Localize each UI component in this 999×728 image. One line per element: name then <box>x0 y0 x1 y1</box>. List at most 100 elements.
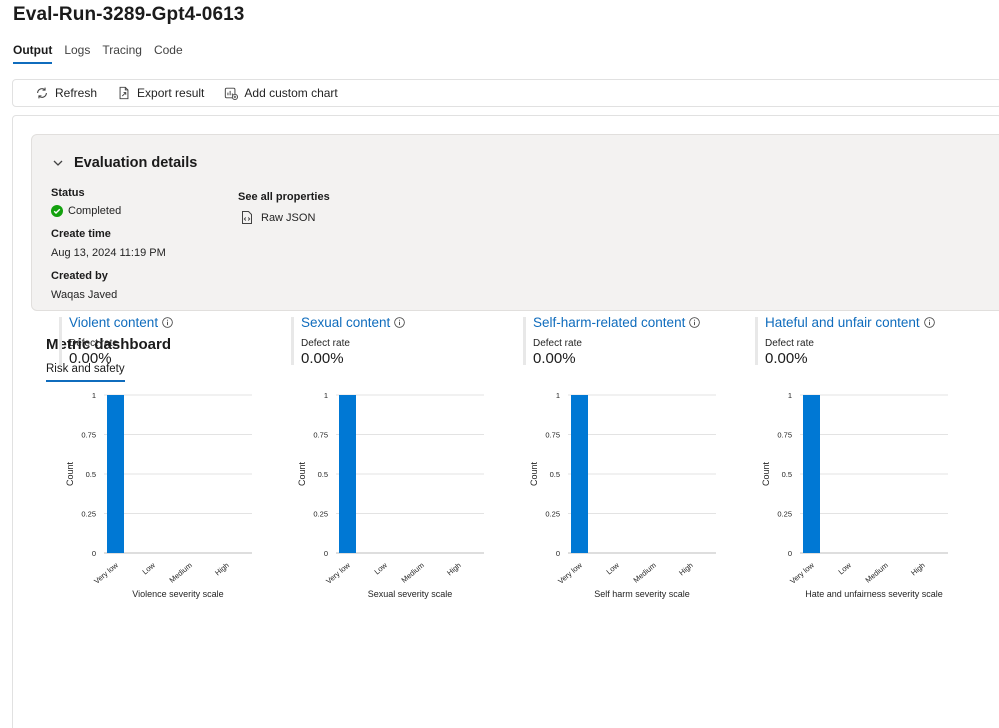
export-result-label: Export result <box>137 86 205 100</box>
y-axis-label: Count <box>65 462 75 487</box>
y-tick-label: 0.5 <box>86 470 96 479</box>
y-tick-label: 0 <box>788 549 792 558</box>
refresh-label: Refresh <box>55 86 98 100</box>
defect-rate-label: Defect rate <box>69 338 118 349</box>
y-tick-label: 1 <box>324 391 328 400</box>
x-tick-label: High <box>213 561 231 578</box>
metric-card: Sexual content Defect rate 0.00% 0 0.25 0.5 0.… <box>291 315 511 599</box>
status-text: Completed <box>68 205 122 217</box>
y-tick-label: 0.25 <box>777 510 792 519</box>
x-tick-label: Medium <box>632 561 658 585</box>
y-axis-label: Count <box>761 462 771 487</box>
add-custom-chart-button[interactable]: Add custom chart <box>224 86 338 100</box>
page-title: Eval-Run-3289-Gpt4-0613 <box>13 4 245 25</box>
y-tick-label: 0.5 <box>318 470 328 479</box>
created-by-value: Waqas Javed <box>51 289 118 301</box>
x-axis-label: Hate and unfairness severity scale <box>805 589 943 599</box>
metric-card: Self-harm-related content Defect rate 0.00… <box>523 315 743 599</box>
status-value: Completed <box>51 205 121 217</box>
card-title[interactable]: Sexual content <box>301 315 406 330</box>
raw-json-link[interactable]: Raw JSON <box>241 211 315 224</box>
create-time-value: Aug 13, 2024 11:19 PM <box>51 247 166 259</box>
tab-logs[interactable]: Logs <box>64 43 91 57</box>
x-tick-label: Very low <box>556 560 584 585</box>
defect-rate-value: 0.00% <box>69 350 112 367</box>
defect-rate-value: 0.00% <box>765 350 808 367</box>
x-tick-label: Very low <box>788 560 816 585</box>
bar-chart: 0 0.25 0.5 0.75 1 Count Very low Low Medium High V… <box>65 391 252 599</box>
defect-rate-label: Defect rate <box>765 338 814 349</box>
info-icon[interactable] <box>394 317 406 328</box>
card-title[interactable]: Self-harm-related content <box>533 315 701 330</box>
card-accent <box>523 317 526 365</box>
y-axis-label: Count <box>529 462 539 487</box>
card-accent <box>755 317 758 365</box>
card-title-text: Sexual content <box>301 315 391 330</box>
bar-chart: 0 0.25 0.5 0.75 1 Count Very low Low Medium High S… <box>297 391 484 599</box>
y-tick-label: 0.25 <box>81 510 96 519</box>
y-tick-label: 0.25 <box>545 510 560 519</box>
info-icon[interactable] <box>689 317 701 328</box>
tab-code[interactable]: Code <box>153 43 183 57</box>
card-title-text: Violent content <box>69 315 159 330</box>
x-tick-label: Medium <box>864 561 890 585</box>
x-tick-label: Medium <box>400 561 426 585</box>
defect-rate-value: 0.00% <box>533 350 576 367</box>
tab-output[interactable]: Output <box>13 43 53 64</box>
card-title-text: Self-harm-related content <box>533 315 686 330</box>
bar <box>571 395 588 553</box>
info-icon[interactable] <box>162 317 173 328</box>
tab-risk-and-safety[interactable]: Risk and safety <box>46 363 125 382</box>
x-tick-label: Low <box>604 560 621 576</box>
x-tick-label: Low <box>836 560 853 576</box>
x-tick-label: High <box>677 561 695 578</box>
info-icon[interactable] <box>923 317 935 328</box>
bar <box>107 395 124 553</box>
card-accent <box>291 317 294 365</box>
metric-dashboard-title: Metric dashboard <box>46 336 172 353</box>
export-result-button[interactable]: Export result <box>117 86 204 100</box>
created-by-label: Created by <box>51 270 108 282</box>
x-tick-label: High <box>445 561 463 578</box>
x-tick-label: Very low <box>324 560 352 585</box>
add-custom-chart-label: Add custom chart <box>244 86 338 100</box>
raw-json-label: Raw JSON <box>261 211 316 224</box>
see-all-properties-label: See all properties <box>238 191 330 203</box>
tab-bar: Output Logs Tracing Code <box>13 43 183 64</box>
status-label: Status <box>51 187 85 199</box>
defect-rate-label: Defect rate <box>301 338 350 349</box>
defect-rate-value: 0.00% <box>301 350 344 367</box>
bar-chart: 0 0.25 0.5 0.75 1 Count Very low Low Medium High S… <box>529 391 716 599</box>
evaluation-details-panel: Evaluation details Status Completed Crea… <box>31 134 999 311</box>
y-tick-label: 0.75 <box>81 431 96 440</box>
chart-add-icon <box>225 87 239 100</box>
defect-rate-label: Defect rate <box>533 338 582 349</box>
x-tick-label: High <box>909 561 927 578</box>
y-tick-label: 0.5 <box>550 470 560 479</box>
bar-chart: 0 0.25 0.5 0.75 1 Count Very low Low Medium High H… <box>761 391 948 599</box>
y-axis-label: Count <box>297 462 307 487</box>
output-content: Evaluation details Status Completed Crea… <box>12 115 999 728</box>
x-axis-label: Violence severity scale <box>132 589 223 599</box>
evaluation-details-toggle[interactable]: Evaluation details <box>52 155 197 171</box>
metric-card: Violent content Defect rate 0.00% 0 0.25 0.5 0… <box>59 315 279 599</box>
evaluation-details-title: Evaluation details <box>74 155 198 171</box>
y-tick-label: 0.25 <box>313 510 328 519</box>
y-tick-label: 0 <box>92 549 96 558</box>
x-axis-label: Sexual severity scale <box>368 589 453 599</box>
card-title-text: Hateful and unfair content <box>765 315 920 330</box>
card-title[interactable]: Violent content <box>69 315 173 330</box>
card-title[interactable]: Hateful and unfair content <box>765 315 935 330</box>
tab-tracing[interactable]: Tracing <box>102 43 142 57</box>
checkmark-circle-icon <box>51 205 63 217</box>
refresh-button[interactable]: Refresh <box>35 86 97 100</box>
export-file-icon <box>119 86 129 100</box>
metric-card: Hateful and unfair content Defect rate 0.0… <box>755 315 975 599</box>
create-time-label: Create time <box>51 228 111 240</box>
y-tick-label: 1 <box>92 391 96 400</box>
bar <box>339 395 356 553</box>
chevron-down-icon <box>53 160 63 166</box>
refresh-icon <box>37 87 47 99</box>
y-tick-label: 0.75 <box>777 431 792 440</box>
toolbar: Refresh Export result Add custom chart <box>12 79 999 107</box>
